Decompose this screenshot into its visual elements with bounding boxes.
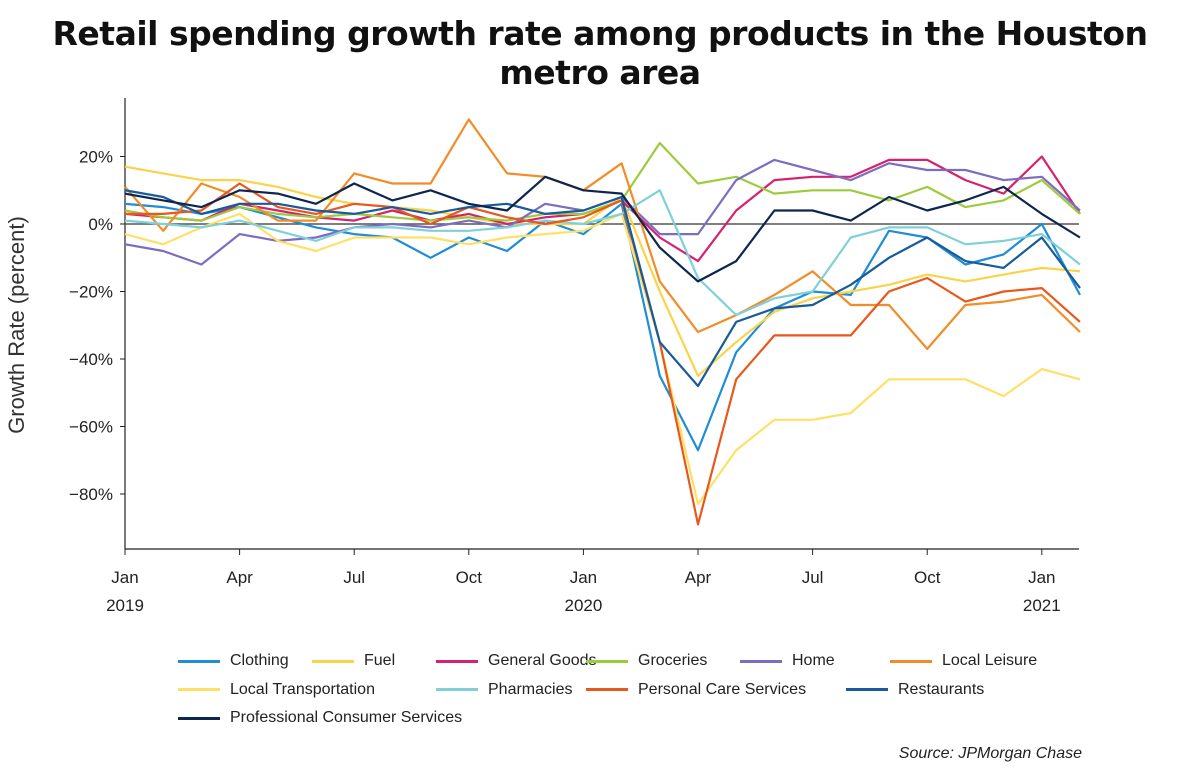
- y-tick-label: −40%: [69, 350, 113, 369]
- series-line-pharmacies: [124, 189, 1081, 317]
- legend-label: Fuel: [364, 652, 396, 669]
- line-chart: Growth Rate (percent) 20% 0% −20% −40% −60% −…: [4, 98, 1081, 615]
- x-tick-year-label: 2021: [1023, 596, 1061, 615]
- legend-item-local-leisure: Local Leisure: [890, 650, 1037, 672]
- legend-label: Home: [792, 652, 835, 669]
- series-line-professional-consumer-services: [124, 175, 1081, 283]
- series-line-restaurants: [124, 189, 1081, 388]
- x-tick-label: Jul: [802, 568, 824, 587]
- x-tick-label: Oct: [456, 568, 483, 587]
- x-tick-year-label: 2020: [564, 596, 602, 615]
- legend-swatch: [436, 688, 478, 691]
- legend-item-restaurants: Restaurants: [846, 679, 984, 701]
- legend-swatch: [740, 659, 782, 663]
- legend-label: Clothing: [230, 652, 289, 669]
- legend-swatch: [178, 688, 220, 691]
- legend-swatch: [178, 716, 220, 720]
- legend-label: General Goods: [488, 652, 597, 669]
- series-line-groceries: [124, 141, 1081, 222]
- legend-item-pharmacies: Pharmacies: [436, 679, 572, 701]
- legend-item-local-transportation: Local Transportation: [178, 679, 375, 701]
- legend-item-fuel: Fuel: [312, 650, 395, 672]
- y-tick-label: 0%: [88, 215, 113, 234]
- x-tick-label: Jan: [111, 568, 138, 587]
- legend-item-personal-care-services: Personal Care Services: [586, 679, 806, 701]
- legend-swatch: [846, 688, 888, 691]
- y-tick-label: −80%: [69, 485, 113, 504]
- legend-swatch: [890, 659, 932, 663]
- legend-swatch: [436, 659, 478, 663]
- legend-item-home: Home: [740, 650, 835, 672]
- legend-label: Groceries: [638, 652, 708, 669]
- y-tick-label: −60%: [69, 418, 113, 437]
- legend-label: Local Leisure: [942, 652, 1038, 669]
- y-tick-label: 20%: [79, 148, 113, 167]
- legend-swatch: [312, 659, 354, 663]
- chart-title: Retail spending growth rate among produc…: [52, 14, 1149, 92]
- legend-item-professional-consumer-services: Professional Consumer Services: [178, 707, 462, 729]
- x-tick-label: Jan: [1028, 568, 1055, 587]
- series-line-clothing: [124, 202, 1081, 452]
- x-tick-label: Apr: [685, 568, 712, 587]
- legend-label: Professional Consumer Services: [230, 709, 463, 726]
- legend-item-groceries: Groceries: [586, 650, 707, 672]
- legend-label: Personal Care Services: [638, 680, 807, 698]
- x-tick-label: Oct: [914, 568, 941, 587]
- legend-item-general-goods: General Goods: [436, 650, 597, 672]
- x-tick-label: Jan: [570, 568, 597, 587]
- legend-swatch: [586, 688, 628, 691]
- x-tick-label: Apr: [226, 568, 253, 587]
- source-note: Source: JPMorgan Chase: [898, 745, 1082, 762]
- legend-swatch: [178, 659, 220, 663]
- x-tick-year-label: 2019: [106, 596, 144, 615]
- legend-label: Restaurants: [898, 680, 985, 698]
- series-line-local-transportation: [124, 212, 1081, 506]
- y-tick-label: −20%: [69, 283, 113, 302]
- y-axis-label: Growth Rate (percent): [4, 216, 29, 434]
- x-tick-label: Jul: [343, 568, 365, 587]
- legend-label: Local Transportation: [230, 680, 375, 698]
- series-line-personal-care-services: [125, 182, 1081, 526]
- legend-label: Pharmacies: [488, 680, 573, 698]
- legend-item-clothing: Clothing: [178, 650, 289, 672]
- series-line-fuel: [124, 165, 1081, 377]
- series-line-local-leisure: [124, 118, 1081, 350]
- legend-swatch: [586, 659, 628, 663]
